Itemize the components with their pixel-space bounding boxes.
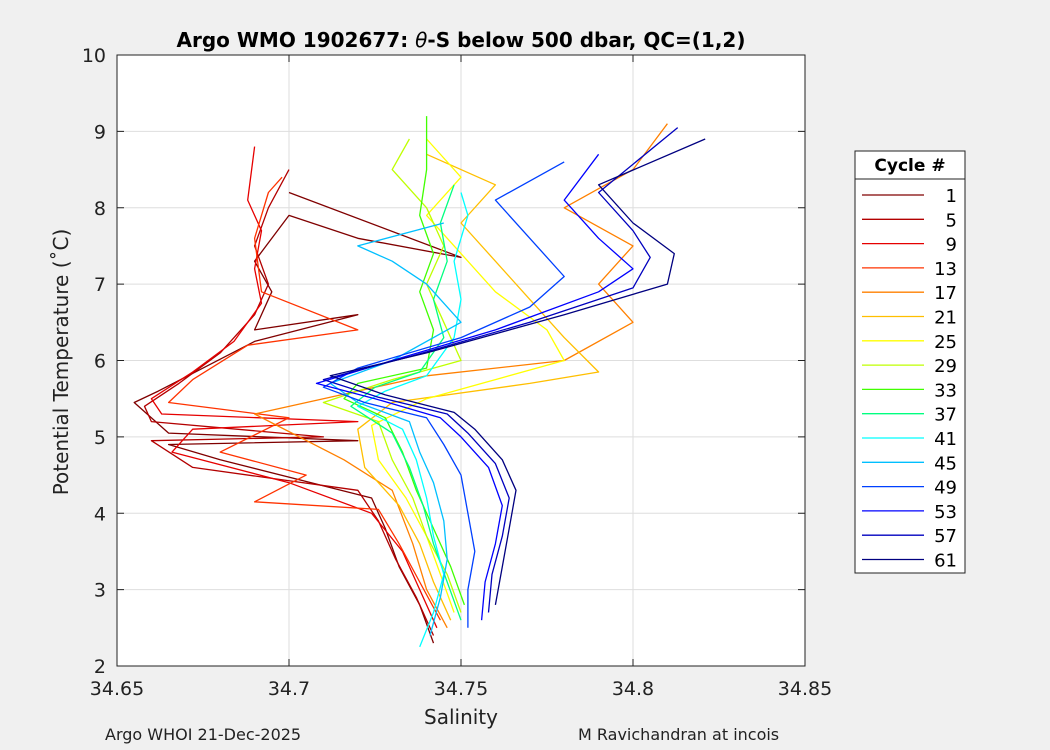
x-tick-label: 34.65	[90, 678, 144, 700]
legend-label-1: 1	[946, 186, 957, 207]
axes	[116, 54, 806, 667]
legend-label-53: 53	[934, 502, 957, 523]
legend-label-49: 49	[934, 478, 957, 499]
legend-label-41: 41	[934, 429, 957, 450]
x-tick-label: 34.7	[268, 678, 310, 700]
series-line-cycle-45	[329, 222, 462, 636]
y-tick-label: 5	[94, 427, 106, 449]
y-tick-label: 10	[82, 45, 106, 67]
y-tick-label: 3	[94, 580, 106, 602]
legend-label-57: 57	[934, 526, 957, 547]
legend-label-13: 13	[934, 259, 957, 280]
series-line-cycle-1	[133, 191, 462, 644]
legend-label-29: 29	[934, 356, 957, 377]
series-line-cycle-41	[357, 192, 469, 648]
legend-label-25: 25	[934, 332, 957, 353]
series-line-cycle-13	[167, 176, 441, 621]
legend-label-33: 33	[934, 380, 957, 401]
x-tick-label: 34.85	[778, 678, 832, 700]
y-axis-label: Potential Temperature (˚C)	[49, 229, 73, 496]
title-theta: θ	[415, 28, 427, 52]
legend-label-37: 37	[934, 405, 957, 426]
y-tick-label: 9	[94, 121, 106, 143]
series-line-cycle-29	[322, 138, 462, 613]
series-line-cycle-53	[315, 153, 634, 621]
title-prefix: Argo WMO 1902677:	[177, 28, 416, 52]
series-line-cycle-57	[322, 127, 679, 613]
y-tick-label: 4	[94, 503, 106, 525]
legend-label-61: 61	[934, 551, 957, 572]
legend-box	[854, 150, 966, 574]
tick-labels: 34.65 34.7 34.75 34.8 34.85 2 3 4 5 6 7 8 9 10	[82, 45, 832, 700]
y-tick-label: 8	[94, 198, 106, 220]
x-tick-label: 34.75	[434, 678, 488, 700]
series-line-cycle-37	[350, 184, 462, 621]
legend-entries: 1 5 9 13 17 21 25 29 33 37 41 45 49 53 57 61	[862, 186, 957, 572]
legend-label-9: 9	[946, 235, 957, 256]
series-line-cycle-49	[322, 161, 565, 628]
series-line-cycle-21	[357, 153, 600, 621]
legend-label-17: 17	[934, 283, 957, 304]
y-tick-label: 7	[94, 274, 106, 296]
footer-left: Argo WHOI 21-Dec-2025	[105, 725, 302, 744]
y-tick-label: 2	[94, 656, 106, 678]
series-line-cycle-25	[370, 138, 565, 613]
title-suffix: -S below 500 dbar, QC=(1,2)	[427, 28, 745, 52]
series-line-cycle-61	[329, 138, 706, 606]
axes-box	[116, 54, 806, 667]
series-line-cycle-5	[143, 169, 435, 636]
series-lines	[133, 116, 706, 648]
chart-title: Argo WMO 1902677: θ-S below 500 dbar, QC…	[177, 28, 746, 52]
legend: Cycle # 1 5 9 13 17 21 25 29 33 37 41 45 49 53 57 61	[854, 150, 966, 574]
legend-title: Cycle #	[874, 156, 945, 176]
x-axis-label: Salinity	[424, 705, 498, 729]
legend-label-5: 5	[946, 210, 957, 231]
legend-label-21: 21	[934, 308, 957, 329]
x-tick-label: 34.8	[612, 678, 654, 700]
y-tick-label: 6	[94, 351, 106, 373]
footer-right: M Ravichandran at incois	[578, 725, 780, 744]
legend-label-45: 45	[934, 453, 957, 474]
